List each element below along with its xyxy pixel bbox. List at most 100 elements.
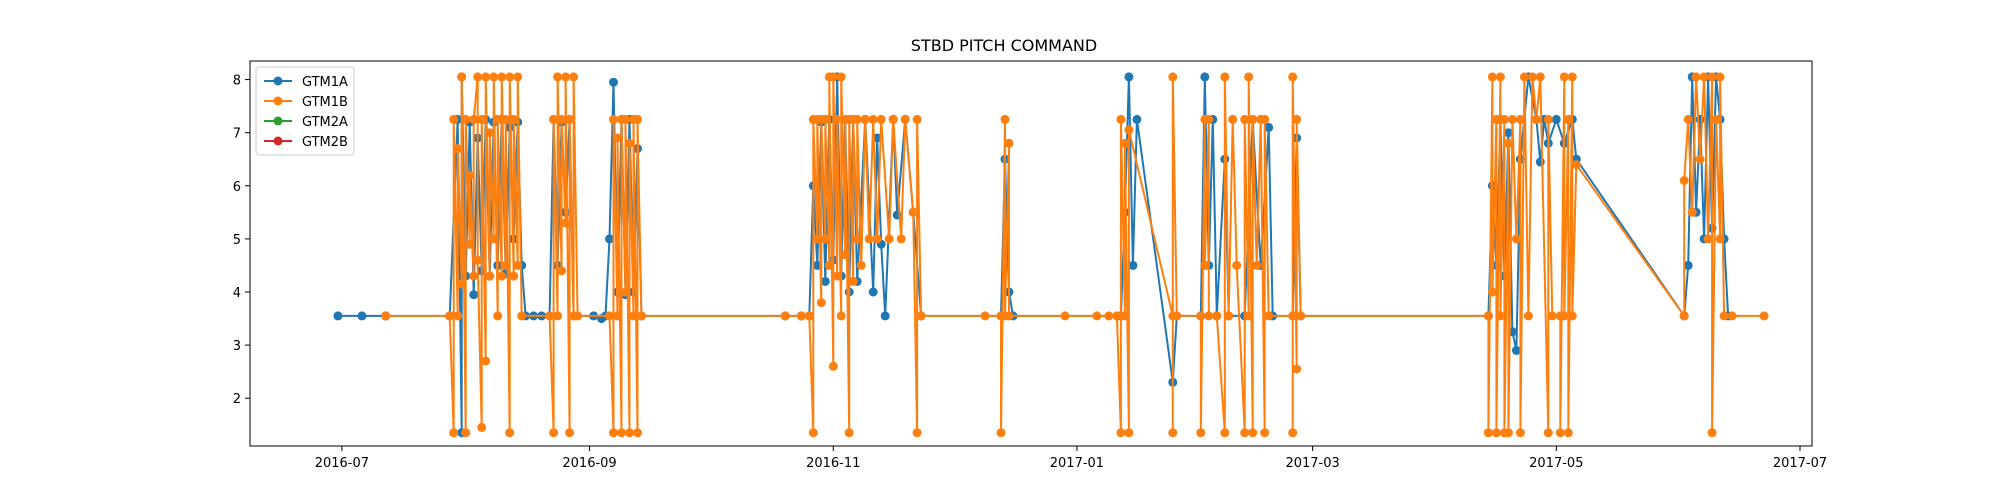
data-point <box>1244 72 1254 82</box>
data-point <box>1204 114 1214 124</box>
chart-title: STBD PITCH COMMAND <box>911 36 1097 55</box>
data-point <box>868 114 878 124</box>
data-point <box>1240 114 1250 124</box>
data-point <box>609 428 618 438</box>
data-point <box>1571 160 1581 170</box>
data-point <box>1699 72 1709 82</box>
data-point <box>852 234 862 244</box>
data-point <box>473 72 483 82</box>
data-point <box>569 72 579 82</box>
data-point <box>461 428 471 438</box>
y-tick-label: 2 <box>233 392 241 407</box>
legend-item-gtm2b: GTM2B <box>264 135 348 150</box>
data-point <box>816 298 826 308</box>
data-point <box>1691 72 1701 82</box>
data-point <box>457 279 467 289</box>
data-point <box>1240 428 1250 438</box>
data-point <box>505 72 515 82</box>
data-point <box>469 271 479 281</box>
data-point <box>553 72 563 82</box>
data-point <box>828 72 838 82</box>
data-point <box>477 422 487 432</box>
data-point <box>545 311 555 321</box>
data-point <box>625 138 634 148</box>
data-point <box>1507 114 1517 124</box>
data-point <box>1719 311 1729 321</box>
data-point <box>848 276 858 286</box>
data-point <box>485 128 495 138</box>
data-point <box>1232 260 1242 270</box>
data-point <box>553 311 563 321</box>
data-point <box>820 114 830 124</box>
data-point <box>836 72 846 82</box>
data-point <box>840 250 850 260</box>
data-point <box>513 72 523 82</box>
data-point <box>1715 72 1725 82</box>
data-point <box>872 133 882 143</box>
data-point <box>1128 260 1138 270</box>
data-point <box>1220 72 1230 82</box>
data-point <box>481 356 491 366</box>
data-point <box>980 311 990 321</box>
data-point <box>1695 154 1705 164</box>
data-point <box>1248 428 1258 438</box>
data-point <box>1487 287 1497 297</box>
data-point <box>1288 72 1298 82</box>
data-point <box>884 234 894 244</box>
data-point <box>1288 311 1298 321</box>
data-point <box>996 428 1006 438</box>
data-point <box>633 428 642 438</box>
data-point <box>1483 428 1493 438</box>
data-point <box>501 260 511 270</box>
data-point <box>1555 428 1565 438</box>
data-point <box>477 114 487 124</box>
legend-item-gtm1b: GTM1B <box>264 95 348 110</box>
axes: 2016-07 2016-09 2016-11 2017-01 2017-03 2017-… <box>233 60 1827 471</box>
data-point <box>836 311 846 321</box>
y-tick-label: 8 <box>233 74 241 89</box>
data-point <box>820 276 830 286</box>
data-point <box>1296 311 1306 321</box>
data-point <box>844 428 854 438</box>
data-point <box>1244 311 1254 321</box>
y-tick-label: 7 <box>233 127 241 142</box>
data-point <box>469 114 479 124</box>
data-point <box>501 114 511 124</box>
data-point <box>557 266 567 276</box>
data-point <box>1116 428 1126 438</box>
data-point <box>485 271 495 281</box>
data-point <box>457 72 467 82</box>
data-point <box>1224 311 1234 321</box>
data-point <box>880 311 890 321</box>
data-point <box>625 428 634 438</box>
data-point <box>824 260 834 270</box>
data-point <box>1495 311 1505 321</box>
data-point <box>1567 72 1577 82</box>
data-point <box>1727 311 1737 321</box>
data-point <box>1004 138 1014 148</box>
data-point <box>1515 114 1525 124</box>
data-point <box>1515 428 1525 438</box>
data-point <box>381 311 391 321</box>
data-point <box>1004 311 1014 321</box>
data-point <box>1503 138 1513 148</box>
data-point <box>445 311 455 321</box>
data-point <box>1292 364 1302 374</box>
data-point <box>565 428 575 438</box>
data-point <box>549 428 559 438</box>
x-tick-label: 2017-01 <box>1050 456 1104 471</box>
data-point <box>1535 157 1545 167</box>
data-point <box>912 114 922 124</box>
data-point <box>621 287 630 297</box>
data-point <box>896 234 906 244</box>
data-point <box>1551 114 1561 124</box>
data-point <box>1503 428 1513 438</box>
data-point <box>1531 114 1541 124</box>
series-gtm1b <box>381 72 1769 438</box>
data-point <box>1124 72 1134 82</box>
data-point <box>561 218 571 228</box>
data-point <box>1124 428 1134 438</box>
data-point <box>1212 311 1222 321</box>
data-point <box>1200 260 1210 270</box>
